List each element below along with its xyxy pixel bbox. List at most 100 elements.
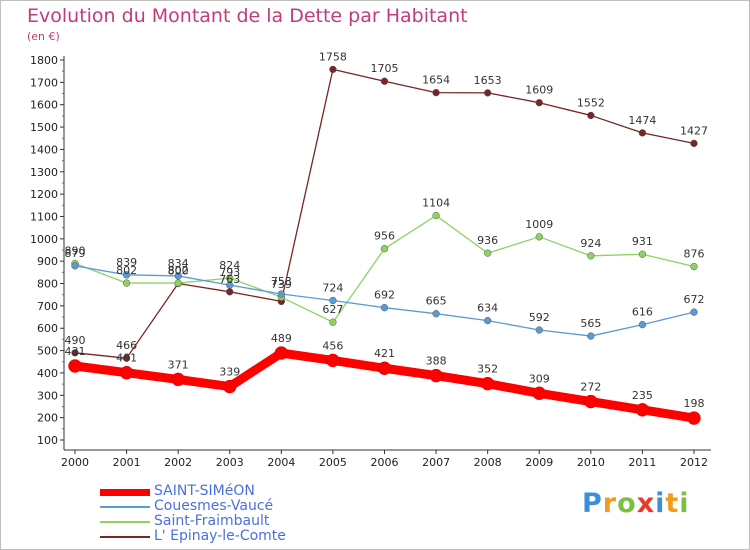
data-point bbox=[71, 349, 79, 357]
data-label: 692 bbox=[374, 289, 395, 302]
data-label: 489 bbox=[271, 332, 292, 345]
data-point bbox=[226, 281, 234, 289]
data-label: 371 bbox=[168, 358, 189, 371]
data-label: 739 bbox=[271, 278, 292, 291]
data-point bbox=[480, 376, 495, 391]
y-tick-label: 800 bbox=[37, 278, 58, 291]
data-label: 388 bbox=[426, 355, 447, 368]
data-label: 1654 bbox=[422, 74, 450, 87]
data-label: 802 bbox=[168, 264, 189, 277]
data-point bbox=[432, 88, 440, 97]
data-point bbox=[587, 111, 595, 120]
legend-label: SAINT-SIMéON bbox=[154, 483, 255, 499]
y-tick-label: 300 bbox=[37, 389, 58, 402]
data-label: 876 bbox=[684, 248, 705, 261]
data-label: 834 bbox=[168, 257, 189, 270]
data-point bbox=[119, 365, 134, 380]
data-point bbox=[532, 386, 546, 401]
data-point bbox=[380, 304, 389, 312]
y-tick-label: 200 bbox=[37, 412, 58, 425]
y-tick-label: 400 bbox=[37, 367, 58, 380]
x-tick-label: 2011 bbox=[628, 456, 656, 469]
logo-letter: t bbox=[665, 488, 680, 519]
data-label: 490 bbox=[65, 334, 86, 347]
x-tick-label: 2012 bbox=[680, 456, 708, 469]
data-label: 634 bbox=[477, 302, 498, 315]
data-point bbox=[326, 353, 340, 368]
data-label: 401 bbox=[116, 352, 137, 365]
series-layer bbox=[68, 65, 701, 425]
legend-swatch bbox=[100, 506, 150, 508]
data-point bbox=[690, 308, 698, 316]
legend-label: L' Epinay-le-Comte bbox=[154, 528, 286, 544]
data-point bbox=[432, 211, 440, 220]
data-point bbox=[484, 89, 492, 97]
data-point bbox=[535, 326, 543, 334]
y-tick-label: 1500 bbox=[30, 121, 58, 134]
data-point bbox=[274, 346, 289, 360]
data-label: 565 bbox=[580, 317, 601, 330]
y-tick-label: 1700 bbox=[30, 76, 58, 89]
data-point bbox=[638, 250, 647, 258]
data-label: 431 bbox=[65, 345, 86, 358]
data-label: 421 bbox=[374, 347, 395, 360]
data-label: 235 bbox=[632, 389, 653, 402]
data-point bbox=[329, 65, 337, 74]
data-point bbox=[223, 379, 237, 394]
x-tick-label: 2005 bbox=[319, 456, 347, 469]
y-tick-label: 1300 bbox=[30, 166, 58, 179]
x-tick-label: 2007 bbox=[422, 456, 450, 469]
y-tick-label: 700 bbox=[37, 300, 58, 313]
chart-title: Evolution du Montant de la Dette par Hab… bbox=[27, 5, 468, 27]
data-label: 800 bbox=[168, 265, 189, 278]
data-point bbox=[68, 359, 82, 373]
data-point bbox=[690, 139, 698, 148]
data-point bbox=[635, 403, 650, 417]
data-label: 1427 bbox=[680, 124, 708, 137]
logo-letter: o bbox=[617, 488, 637, 519]
data-point bbox=[71, 262, 79, 270]
x-tick-label: 2010 bbox=[577, 456, 605, 469]
chart-axes: 100 200 300 400 500 600 700 800 900 1000 1100 1200 1… bbox=[30, 54, 711, 469]
data-label: 793 bbox=[219, 266, 240, 279]
data-label: 456 bbox=[322, 339, 343, 352]
data-label: 627 bbox=[322, 303, 343, 316]
data-label: 1758 bbox=[319, 50, 347, 63]
data-label: 724 bbox=[322, 282, 343, 295]
x-tick-label: 2000 bbox=[61, 456, 89, 469]
data-point bbox=[638, 129, 647, 137]
series-saint-fraimbault bbox=[71, 211, 698, 326]
data-label: 936 bbox=[477, 234, 498, 247]
data-label: 1705 bbox=[371, 62, 399, 75]
data-point bbox=[329, 318, 337, 326]
data-point bbox=[122, 354, 131, 362]
data-point bbox=[690, 262, 698, 271]
series-couesmes-vauc bbox=[71, 262, 698, 340]
data-point bbox=[171, 372, 185, 387]
data-label: 309 bbox=[529, 372, 550, 385]
y-tick-label: 600 bbox=[37, 322, 58, 335]
data-point bbox=[584, 394, 598, 409]
data-label: 824 bbox=[219, 259, 240, 272]
data-label: 879 bbox=[65, 247, 86, 260]
data-point bbox=[122, 271, 131, 279]
y-tick-label: 1600 bbox=[30, 99, 58, 112]
series-saint-sim-on bbox=[68, 346, 701, 425]
data-label: 1474 bbox=[628, 114, 656, 127]
y-tick-label: 1800 bbox=[30, 54, 58, 67]
legend-swatch bbox=[100, 521, 150, 523]
data-label: 1653 bbox=[474, 74, 502, 87]
data-label: 1552 bbox=[577, 96, 605, 109]
data-label: 1104 bbox=[422, 197, 450, 210]
data-point bbox=[429, 368, 443, 383]
x-tick-label: 2008 bbox=[474, 456, 502, 469]
data-label: 466 bbox=[116, 339, 137, 352]
data-label: 616 bbox=[632, 306, 653, 319]
series-l-epinay-le-comte bbox=[71, 65, 698, 362]
x-tick-label: 2002 bbox=[164, 456, 192, 469]
data-label: 802 bbox=[116, 264, 137, 277]
data-label: 753 bbox=[271, 275, 292, 288]
data-label: 1009 bbox=[525, 218, 553, 231]
y-tick-label: 500 bbox=[37, 345, 58, 358]
